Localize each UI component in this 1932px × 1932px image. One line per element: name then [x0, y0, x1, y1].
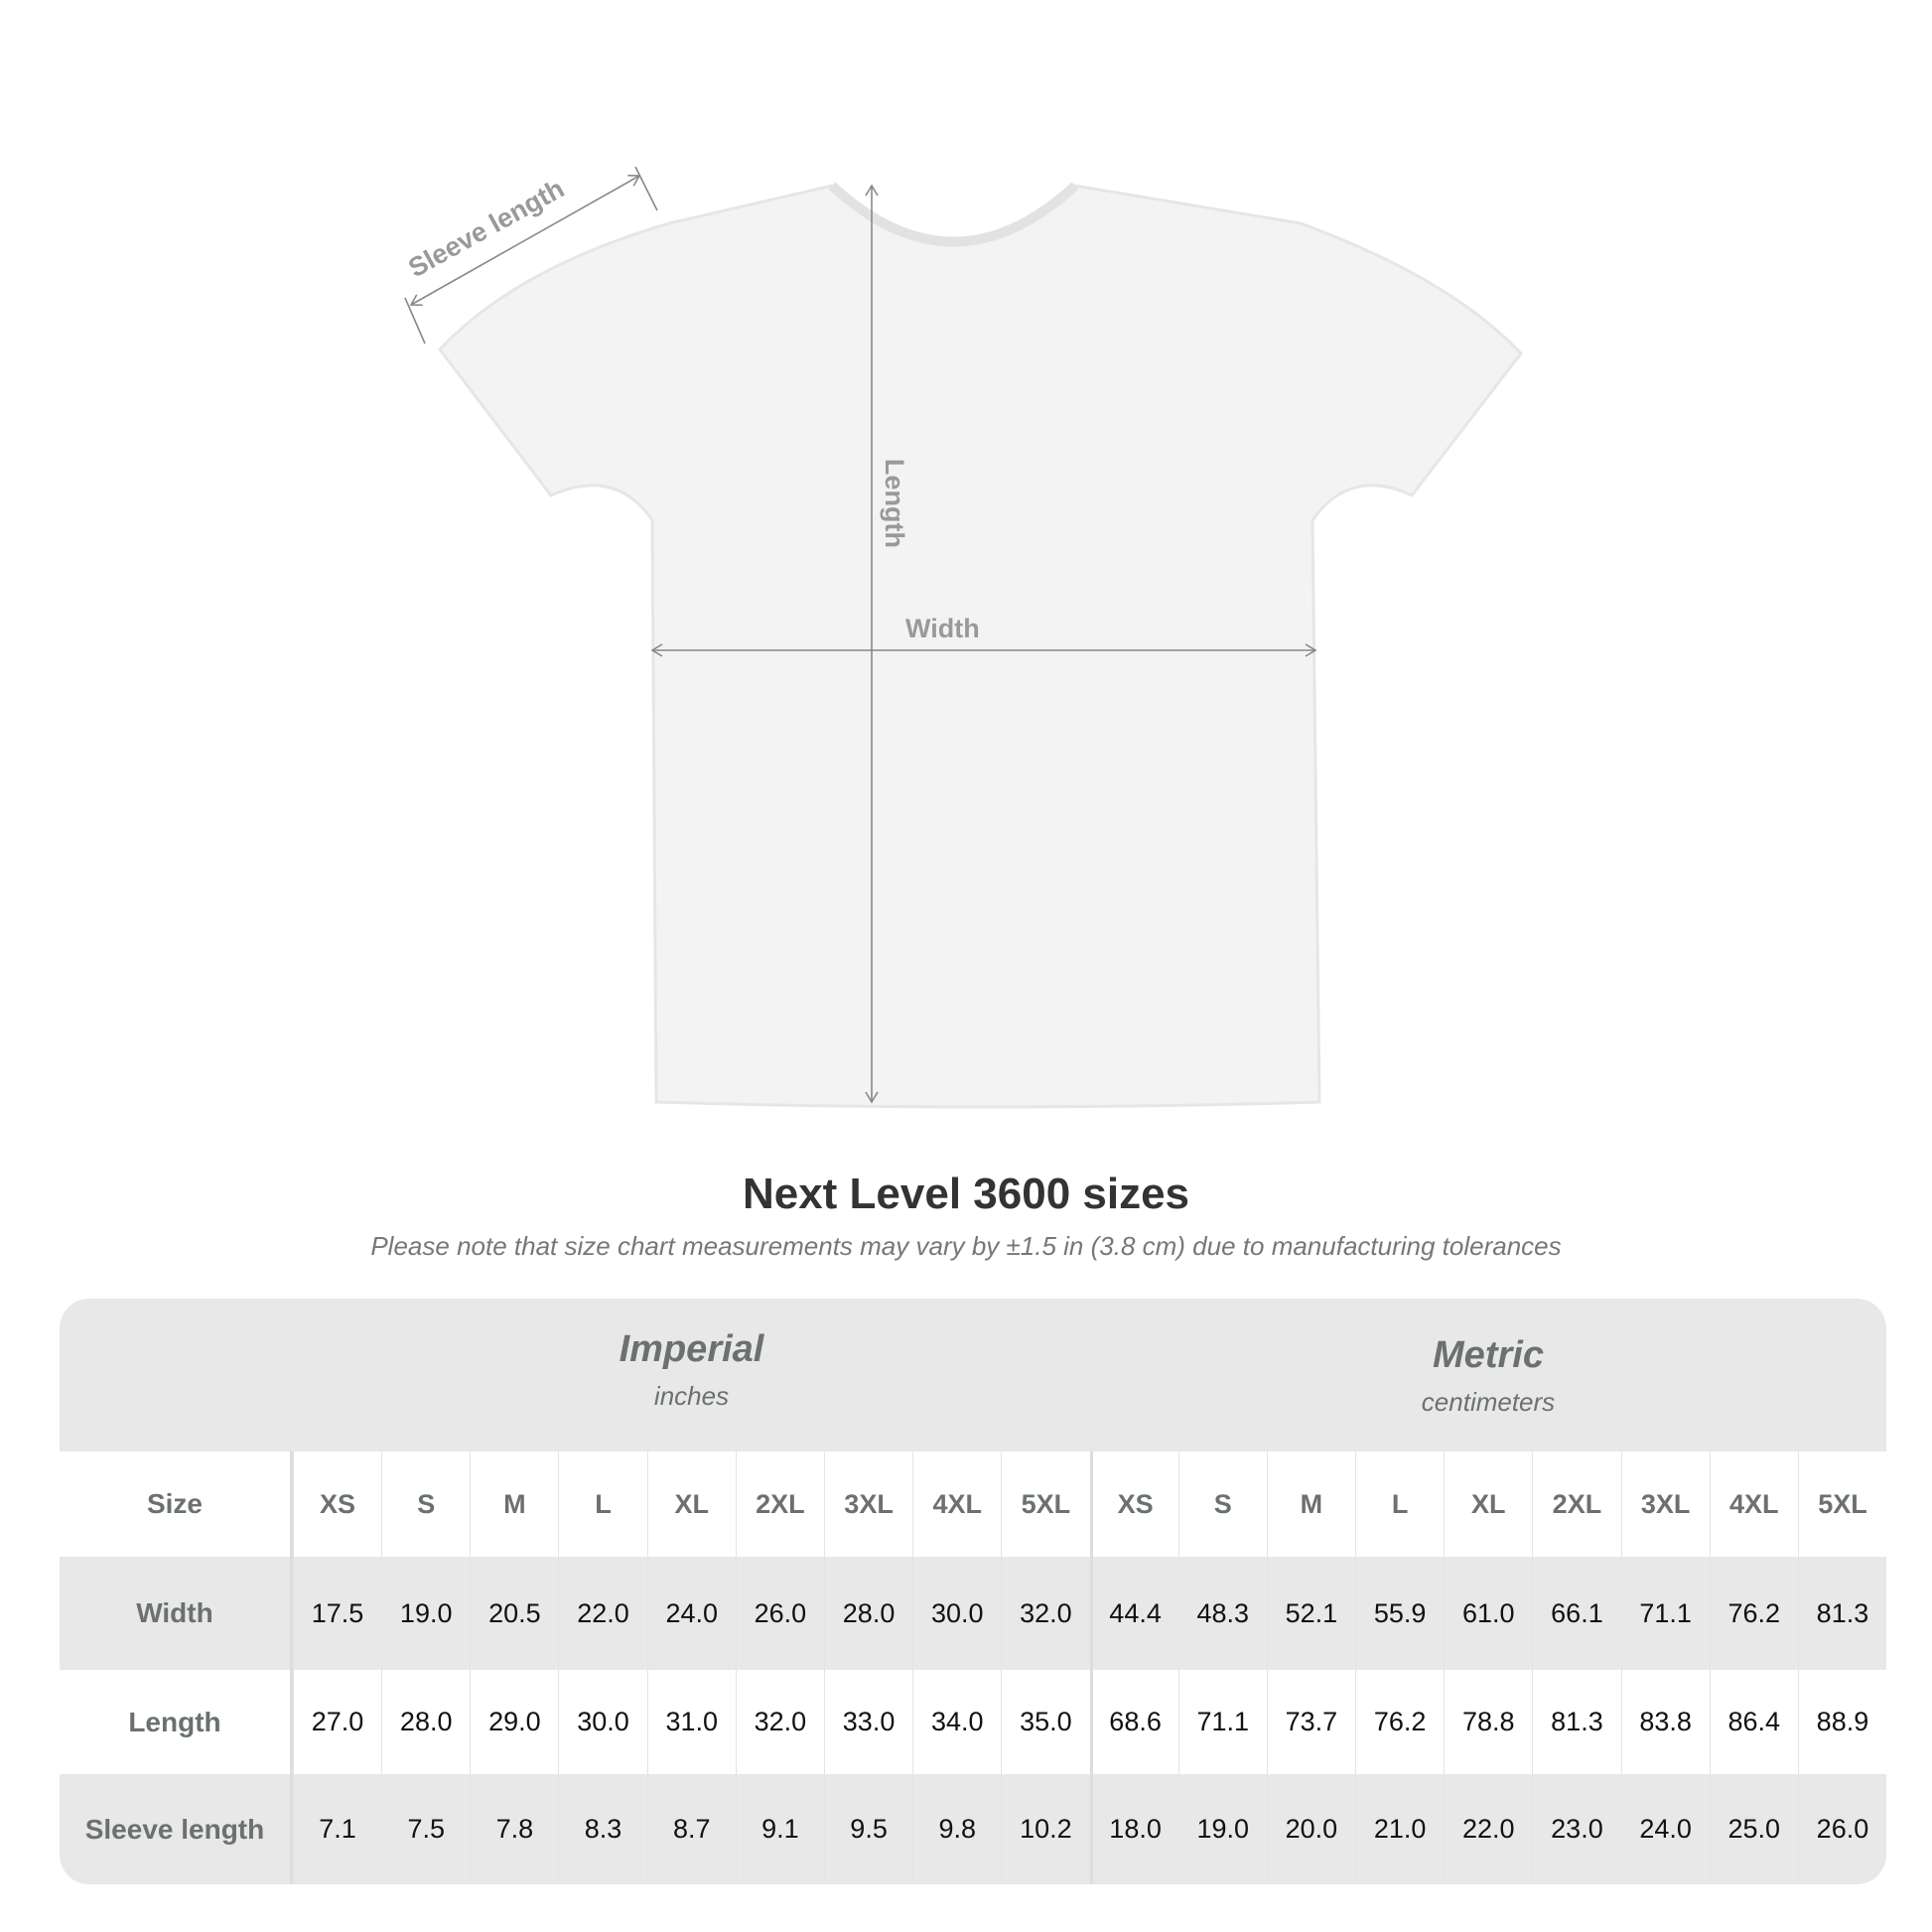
metric-header: Metric centimeters	[1421, 1334, 1556, 1417]
row-label: Length	[60, 1670, 293, 1774]
metric-cell: 2XL	[1532, 1451, 1620, 1557]
imperial-cell: 32.0	[735, 1670, 824, 1774]
sleeve-length-label: Sleeve length	[403, 174, 569, 284]
imperial-cell: 9.1	[735, 1774, 824, 1884]
imperial-cell: 33.0	[823, 1670, 912, 1774]
imperial-cell: 9.5	[823, 1774, 912, 1884]
metric-cell: 25.0	[1709, 1774, 1798, 1884]
metric-cell: 55.9	[1355, 1557, 1444, 1670]
tolerance-note: Please note that size chart measurements…	[370, 1231, 1562, 1261]
imperial-cell: 32.0	[1001, 1557, 1089, 1670]
metric-cell: 78.8	[1444, 1670, 1532, 1774]
metric-cell: XL	[1444, 1451, 1532, 1557]
imperial-cell: 31.0	[646, 1670, 736, 1774]
sleeve-measure-line	[409, 174, 641, 307]
imperial-cell: 28.0	[823, 1557, 912, 1670]
table-row: Width 17.5 19.0 20.5 22.0 24.0 26.0 28.0 30.0 32.…	[60, 1557, 1886, 1670]
imperial-cell: 9.8	[912, 1774, 1001, 1884]
imperial-cell: 7.1	[292, 1774, 381, 1884]
imperial-cell: 29.0	[470, 1670, 558, 1774]
metric-cell: 76.2	[1355, 1670, 1444, 1774]
metric-cell: 21.0	[1355, 1774, 1444, 1884]
size-table: Imperial inches Metric centimeters Size X…	[60, 1299, 1886, 1884]
metric-cell: 18.0	[1089, 1774, 1178, 1884]
imperial-header: Imperial inches	[619, 1328, 764, 1411]
metric-cell: 88.9	[1797, 1670, 1886, 1774]
metric-cell: S	[1177, 1451, 1267, 1557]
imperial-cell: 20.5	[470, 1557, 558, 1670]
metric-cell: 3XL	[1620, 1451, 1710, 1557]
row-label: Width	[60, 1557, 293, 1670]
metric-cell: L	[1355, 1451, 1444, 1557]
metric-cell: XS	[1089, 1451, 1178, 1557]
tshirt-diagram: Sleeve length Length Width	[403, 166, 1523, 1109]
table-row: Sleeve length 7.1 7.5 7.8 8.3 8.7 9.1 9.5 9.8 10.…	[60, 1774, 1886, 1884]
metric-cell: 86.4	[1709, 1670, 1798, 1774]
metric-cell: 52.1	[1266, 1557, 1355, 1670]
metric-cell: 4XL	[1709, 1451, 1798, 1557]
imperial-cell: 34.0	[912, 1670, 1001, 1774]
size-header-row: Size XS S M L XL 2XL 3XL 4XL 5XL XS S M L XL 2XL 3XL 4XL 5…	[60, 1451, 1886, 1557]
imperial-cell: 8.3	[558, 1774, 646, 1884]
metric-cell: 73.7	[1266, 1670, 1355, 1774]
imperial-cell: 22.0	[558, 1557, 646, 1670]
imperial-cell: L	[558, 1451, 646, 1557]
width-label: Width	[905, 614, 980, 643]
metric-cell: 20.0	[1266, 1774, 1355, 1884]
imperial-cell: S	[381, 1451, 470, 1557]
metric-cell: 5XL	[1797, 1451, 1886, 1557]
metric-cell: 71.1	[1620, 1557, 1710, 1670]
imperial-cell: M	[470, 1451, 558, 1557]
imperial-cell: 35.0	[1001, 1670, 1089, 1774]
metric-cell: 81.3	[1532, 1670, 1620, 1774]
imperial-cell: 8.7	[646, 1774, 736, 1884]
metric-cell: 66.1	[1532, 1557, 1620, 1670]
metric-cell: 26.0	[1797, 1774, 1886, 1884]
imperial-cell: 17.5	[292, 1557, 381, 1670]
metric-cell: 24.0	[1620, 1774, 1710, 1884]
imperial-cell: XS	[292, 1451, 381, 1557]
tshirt-shape	[438, 184, 1523, 1109]
imperial-cell: 30.0	[558, 1670, 646, 1774]
imperial-cell: 30.0	[912, 1557, 1001, 1670]
imperial-cell: 26.0	[735, 1557, 824, 1670]
metric-cell: 61.0	[1444, 1557, 1532, 1670]
metric-cell: 22.0	[1444, 1774, 1532, 1884]
metric-cell: 83.8	[1620, 1670, 1710, 1774]
imperial-cell: 4XL	[912, 1451, 1001, 1557]
metric-cell: 71.1	[1177, 1670, 1267, 1774]
imperial-cell: 3XL	[823, 1451, 912, 1557]
table-row: Length 27.0 28.0 29.0 30.0 31.0 32.0 33.0 34.0 35…	[60, 1670, 1886, 1774]
imperial-cell: 5XL	[1001, 1451, 1089, 1557]
row-label: Sleeve length	[60, 1774, 293, 1884]
imperial-cell: 24.0	[646, 1557, 736, 1670]
metric-cell: 76.2	[1709, 1557, 1798, 1670]
row-label: Size	[60, 1451, 293, 1557]
metric-cell: 68.6	[1089, 1670, 1178, 1774]
imperial-cell: 28.0	[381, 1670, 470, 1774]
page-title: Next Level 3600 sizes	[742, 1170, 1190, 1218]
metric-cell: 23.0	[1532, 1774, 1620, 1884]
metric-cell: 44.4	[1089, 1557, 1178, 1670]
metric-cell: 19.0	[1177, 1774, 1267, 1884]
imperial-cell: XL	[646, 1451, 736, 1557]
imperial-cell: 27.0	[292, 1670, 381, 1774]
imperial-cell: 10.2	[1001, 1774, 1089, 1884]
length-label: Length	[880, 459, 909, 548]
metric-cell: M	[1266, 1451, 1355, 1557]
imperial-cell: 7.5	[381, 1774, 470, 1884]
imperial-cell: 7.8	[470, 1774, 558, 1884]
imperial-cell: 19.0	[381, 1557, 470, 1670]
metric-cell: 81.3	[1797, 1557, 1886, 1670]
metric-cell: 48.3	[1177, 1557, 1267, 1670]
imperial-cell: 2XL	[735, 1451, 824, 1557]
